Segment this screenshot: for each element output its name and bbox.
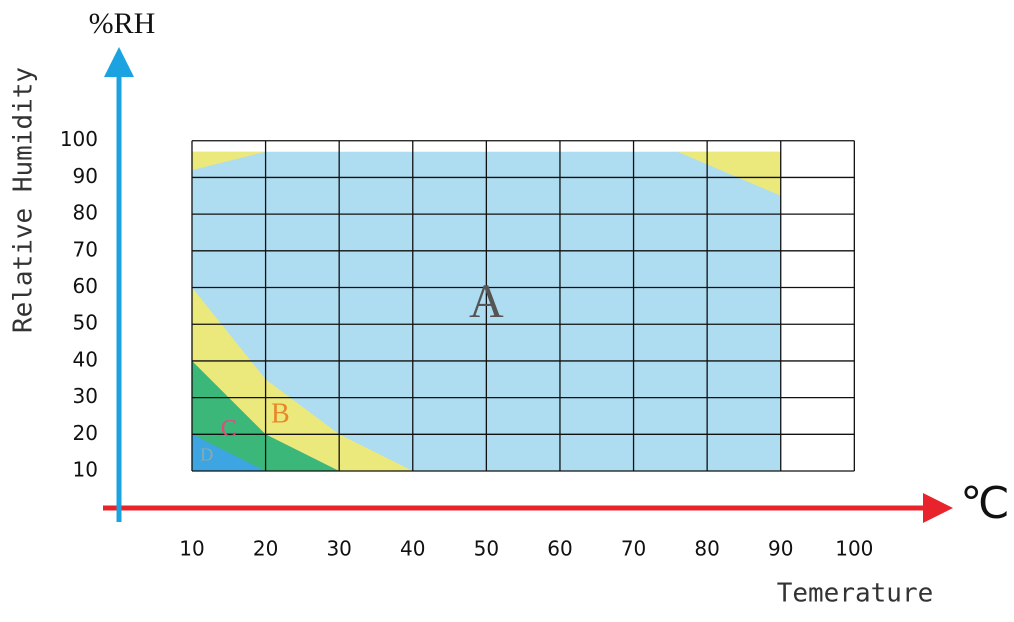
y-tick-label: 10 bbox=[73, 458, 98, 482]
region-label: A bbox=[469, 275, 504, 328]
x-tick-label: 70 bbox=[621, 537, 646, 561]
x-tick-label: 80 bbox=[694, 537, 719, 561]
y-tick-label: 60 bbox=[73, 274, 98, 298]
y-tick-label: 90 bbox=[73, 164, 98, 188]
x-tick-label: 50 bbox=[474, 537, 499, 561]
y-tick-label: 100 bbox=[60, 127, 98, 151]
y-tick-label: 20 bbox=[73, 421, 98, 445]
x-tick-label: 60 bbox=[547, 537, 572, 561]
region-label: C bbox=[221, 416, 237, 442]
y-label: Relative Humidity bbox=[9, 67, 39, 333]
y-title: %RH bbox=[89, 7, 156, 40]
region-label: D bbox=[200, 444, 213, 464]
y-tick-label: 80 bbox=[73, 201, 98, 225]
x-tick-label: 30 bbox=[326, 537, 351, 561]
y-tick-label: 70 bbox=[73, 237, 98, 261]
x-label: Temerature bbox=[777, 579, 934, 609]
y-tick-label: 30 bbox=[73, 384, 98, 408]
grid bbox=[191, 140, 855, 472]
x-tick-label: 40 bbox=[400, 537, 425, 561]
labels: A B CD 10 20 30 40 50 60 70 80 90 100 10 20 30 40 50 60 70 8… bbox=[60, 127, 874, 560]
x-tick-label: 10 bbox=[179, 537, 204, 561]
x-tick-label: 90 bbox=[768, 537, 793, 561]
region bbox=[191, 360, 340, 472]
y-tick-label: 50 bbox=[73, 311, 98, 335]
region bbox=[191, 434, 266, 472]
y-tick-label: 40 bbox=[73, 347, 98, 371]
region bbox=[677, 151, 781, 196]
region bbox=[191, 151, 266, 171]
x-unit: ℃ bbox=[960, 479, 1009, 528]
region-label: B bbox=[271, 398, 290, 429]
x-tick-label: 20 bbox=[253, 537, 278, 561]
x-tick-label: 100 bbox=[835, 537, 873, 561]
